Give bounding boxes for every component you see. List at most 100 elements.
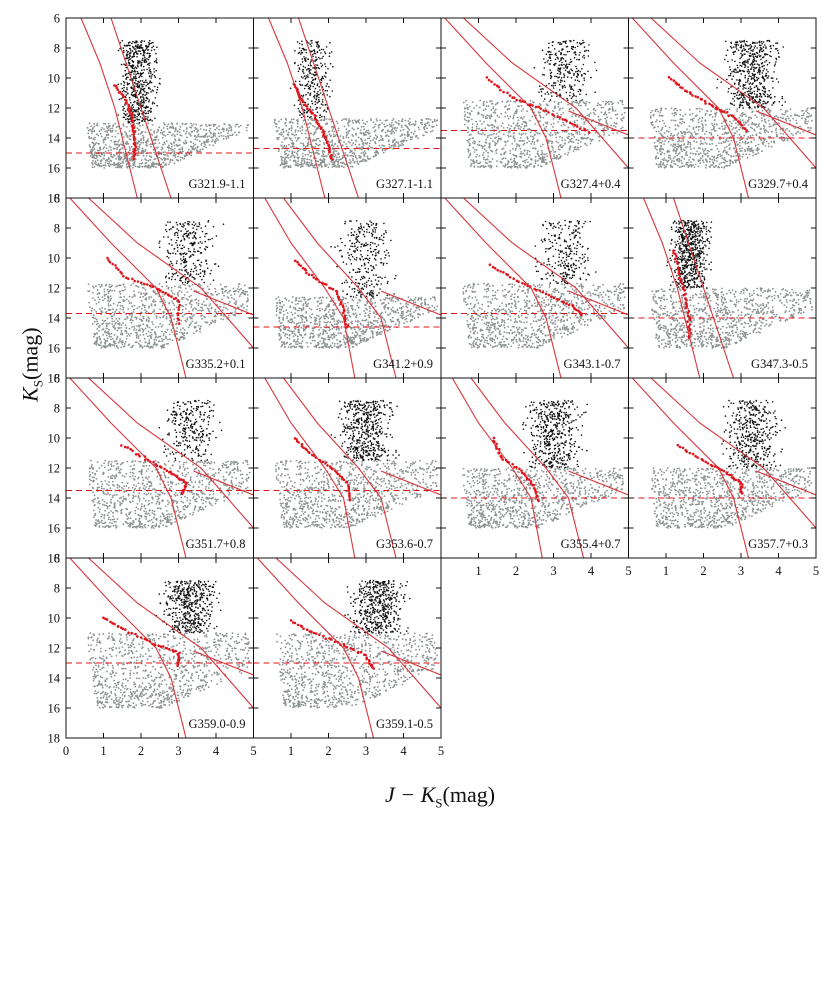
faint-star	[290, 155, 293, 157]
faint-star	[563, 130, 566, 133]
bright-star	[302, 77, 304, 79]
faint-star	[750, 123, 753, 126]
faint-star	[239, 124, 242, 127]
faint-star	[424, 123, 426, 125]
faint-star	[672, 119, 675, 122]
faint-star	[712, 128, 715, 130]
faint-star	[616, 117, 619, 120]
faint-star	[782, 117, 785, 120]
faint-star	[730, 125, 733, 127]
faint-star	[555, 156, 557, 159]
faint-star	[598, 104, 601, 106]
faint-star	[225, 135, 228, 138]
bright-star	[312, 73, 315, 76]
faint-star	[697, 153, 700, 156]
faint-star	[495, 133, 498, 135]
faint-star	[722, 158, 725, 161]
faint-star	[572, 133, 575, 136]
bright-star	[143, 98, 145, 101]
faint-star	[347, 140, 350, 143]
faint-star	[91, 128, 94, 131]
bright-star	[138, 85, 141, 88]
faint-star	[297, 130, 299, 132]
faint-star	[521, 118, 524, 120]
faint-star	[479, 99, 482, 102]
faint-star	[199, 125, 202, 127]
faint-star	[176, 144, 179, 147]
bright-star	[559, 93, 561, 96]
faint-star	[516, 116, 519, 119]
faint-star	[107, 157, 110, 159]
bright-star	[316, 64, 319, 67]
bright-star	[583, 77, 585, 79]
faint-star	[484, 115, 487, 118]
faint-star	[187, 148, 190, 151]
faint-star	[554, 131, 556, 134]
faint-star	[378, 144, 381, 147]
faint-star	[559, 135, 561, 138]
faint-star	[689, 156, 691, 159]
faint-star	[479, 166, 481, 169]
faint-star	[86, 126, 89, 129]
faint-star	[538, 157, 541, 160]
faint-star	[509, 130, 512, 133]
faint-star	[181, 122, 184, 125]
bright-star	[130, 101, 132, 104]
faint-star	[91, 132, 93, 135]
faint-star	[672, 145, 674, 148]
faint-star	[167, 155, 170, 158]
faint-star	[368, 145, 371, 148]
bright-star	[310, 59, 313, 61]
faint-star	[698, 107, 701, 110]
red-clump-point	[573, 123, 577, 127]
bright-star	[317, 44, 320, 47]
faint-star	[122, 136, 125, 139]
bright-star	[144, 56, 146, 59]
bright-star	[305, 75, 308, 77]
faint-star	[156, 131, 158, 134]
bright-star	[572, 93, 575, 95]
faint-star	[366, 131, 369, 134]
bright-star	[549, 99, 552, 101]
faint-star	[712, 135, 714, 138]
faint-star	[660, 109, 662, 112]
faint-star	[513, 100, 515, 103]
faint-star	[598, 118, 600, 121]
bright-star	[570, 68, 572, 70]
bright-star	[571, 96, 574, 98]
bright-star	[141, 101, 144, 104]
faint-star	[342, 136, 345, 138]
faint-star	[725, 160, 728, 163]
faint-star	[661, 140, 664, 143]
faint-star	[514, 160, 516, 163]
faint-star	[705, 159, 708, 162]
faint-star	[337, 127, 340, 130]
faint-star	[222, 135, 225, 137]
bright-star	[325, 72, 327, 74]
bright-star	[579, 51, 581, 54]
faint-star	[284, 117, 287, 120]
bright-star	[560, 77, 563, 79]
faint-star	[407, 120, 410, 122]
faint-star	[507, 135, 510, 138]
faint-star	[210, 132, 213, 135]
red-clump-point	[497, 85, 501, 89]
faint-star	[682, 138, 684, 141]
bright-star	[144, 52, 146, 54]
faint-star	[714, 112, 716, 115]
faint-star	[695, 133, 697, 136]
faint-star	[401, 118, 404, 121]
bright-star	[318, 49, 321, 51]
faint-star	[486, 162, 488, 165]
faint-star	[739, 158, 741, 160]
faint-star	[118, 166, 121, 169]
bright-star	[583, 46, 586, 48]
bright-star	[136, 62, 139, 64]
faint-star	[661, 158, 664, 161]
bright-star	[577, 74, 579, 76]
bright-star	[316, 45, 318, 47]
bright-star	[142, 54, 144, 57]
faint-star	[786, 139, 789, 142]
faint-star	[87, 132, 90, 135]
faint-star	[510, 166, 512, 169]
